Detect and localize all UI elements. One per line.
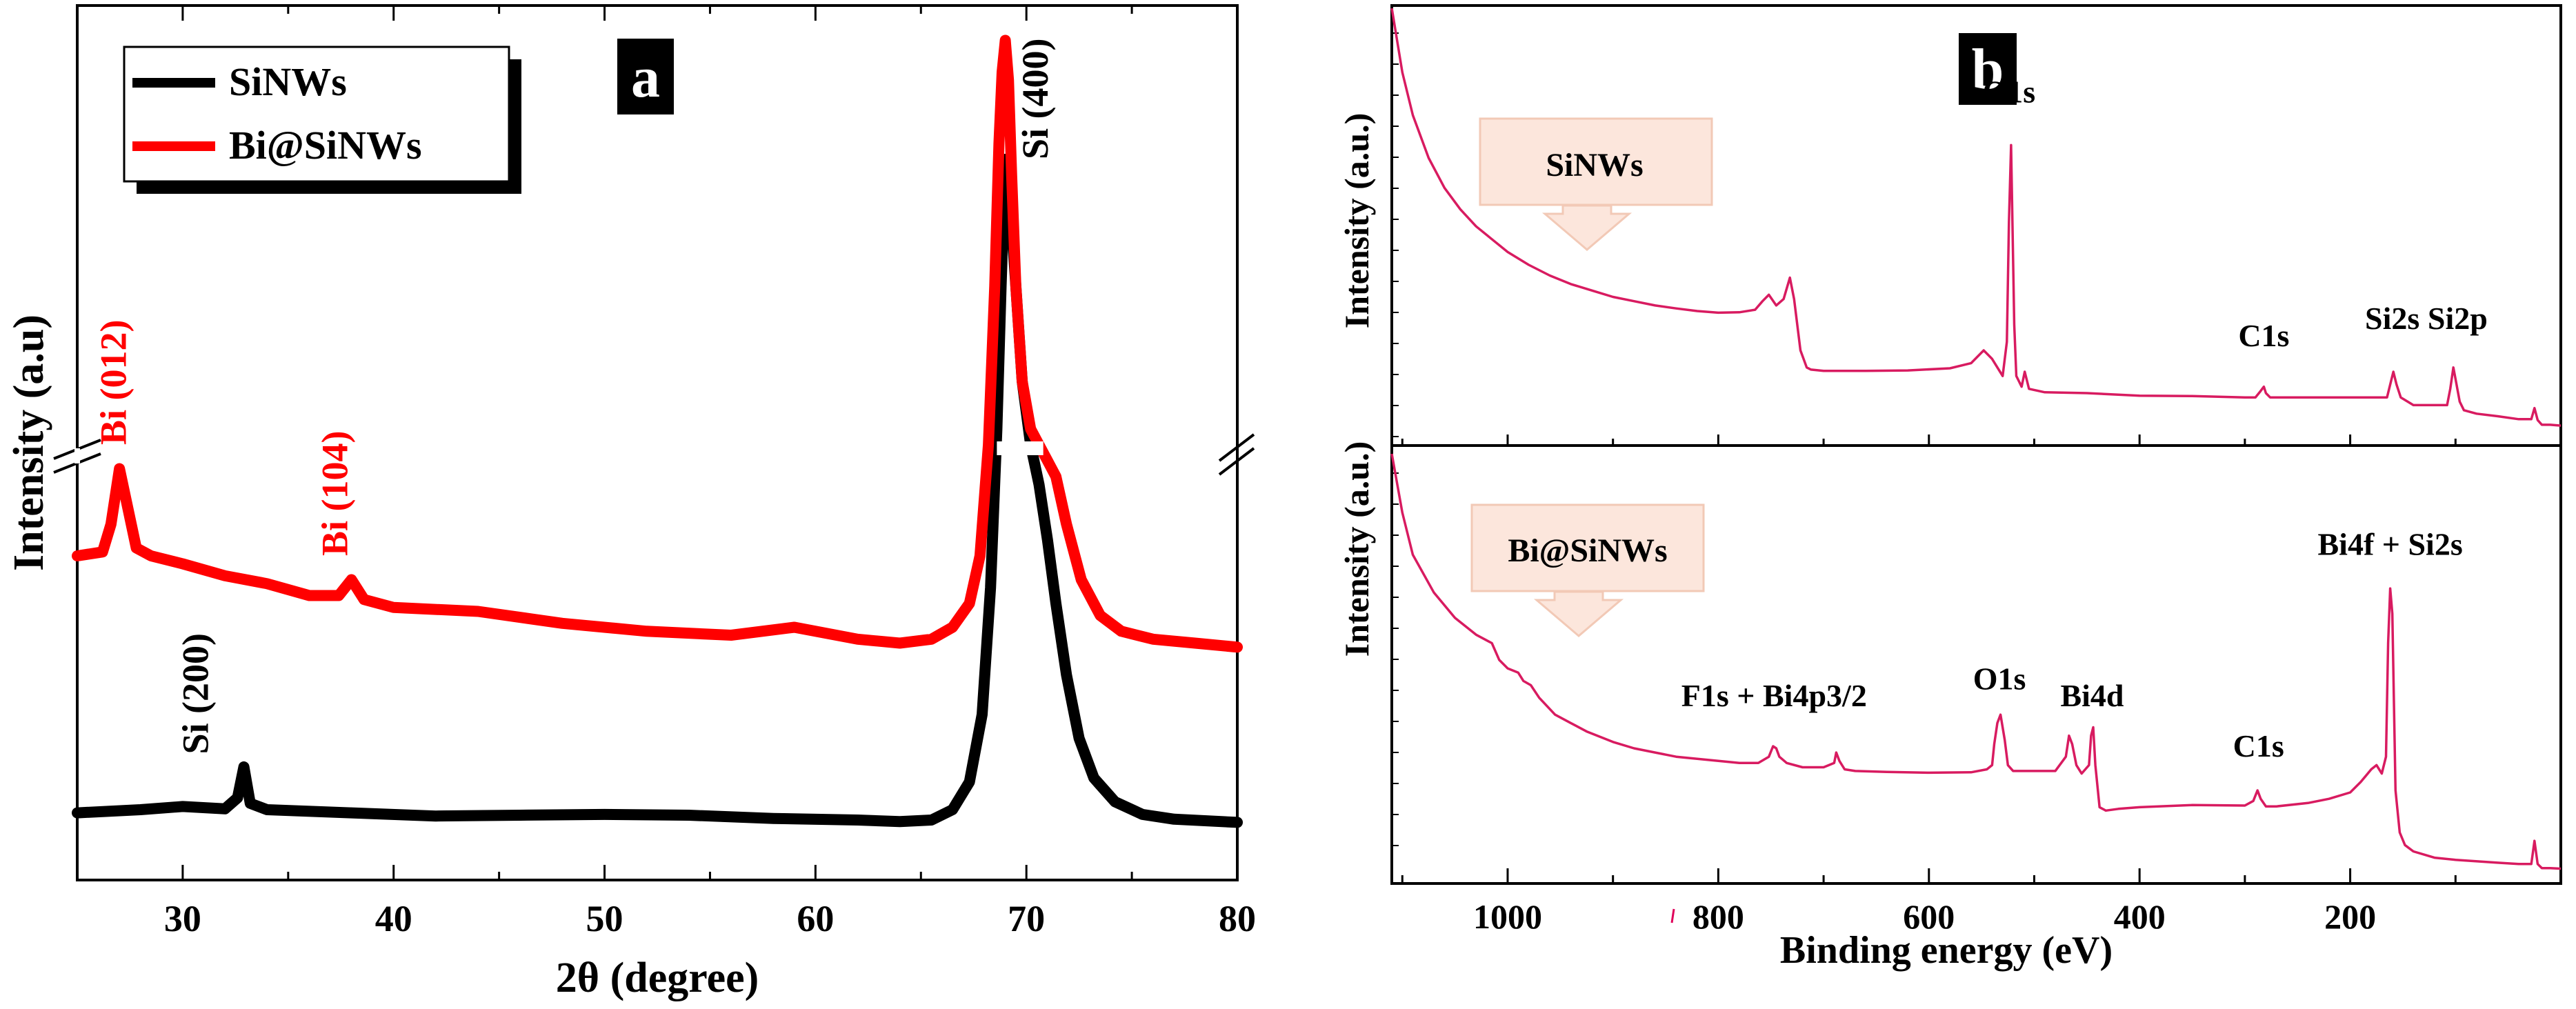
panel-b-bottom-y-label: Intensity (a.u.) [1337,441,1376,657]
xps-peak-label: Bi4d [2060,678,2124,713]
peak-annotation: Bi (012) [92,320,134,446]
xps-peak-label: F1s + Bi4p3/2 [1681,678,1867,713]
xps-peak-label: Si2s [2365,301,2419,336]
xps-peak-label: C1s [2238,318,2289,353]
legend-box [123,46,510,183]
legend-label-sinws: SiNWs [229,59,347,104]
series-line-bi-sinws [72,34,1243,653]
xps-spectrum-sinws [1390,8,2562,427]
legend-label-bi-sinws: Bi@SiNWs [229,123,422,168]
peak-annotation: Si (200) [175,633,217,755]
panel-a-x-tick-label: 60 [797,898,834,939]
peak-annotation: Si (400) [1015,39,1056,160]
panel-a-label-box [617,39,674,114]
xps-peak-label: C1s [2233,728,2284,763]
panel-a-frame [76,4,1239,881]
xps-peak-label: Bi4f + Si2s [2317,526,2462,561]
panel-b-label-box [1959,33,2017,105]
label-box-bi-sinws-arrow [1533,590,1624,637]
label-box-sinws-bg [1479,117,1713,206]
panel-a-legend: SiNWs Bi@SiNWs [123,46,521,194]
panel-b-x-tick-label: 200 [2324,897,2376,936]
panel-b-x-label: Binding energy (eV) [1780,929,2113,972]
panel-b-label: b [1972,37,2004,101]
panel-b-axis-break [1218,433,1255,476]
xps-peak-label: O1s [1973,661,2026,697]
xps-peak-label: Si2p [2428,301,2488,336]
label-box-bi-sinws-text: Bi@SiNWs [1508,532,1667,569]
panel-b-x-tick-label: 1000 [1473,897,1542,936]
series-line-sinws [72,154,1243,828]
panel-a-x-tick-label: 30 [164,898,201,939]
peak-annotation: Bi (104) [314,431,355,557]
panel-b-x-tick-label: 400 [2114,897,2166,936]
xps-spectrum-bi-sinws [1390,453,2562,870]
label-box-sinws-arrow [1541,204,1633,251]
peak-break-gap [997,441,1044,455]
panel-a-x-tick-label: 80 [1219,898,1256,939]
panel-b: 1000 800 600 400 200 SiNWs Bi@SiNWs b Bindin… [1218,4,2562,972]
panel-b-bottom-frame [1390,444,2562,885]
panel-a-x-tick-label: 70 [1008,898,1045,939]
panel-a-x-tick-label: 50 [586,898,623,939]
panel-b-top-y-label: Intensity (a.u.) [1337,113,1376,329]
panel-a-x-tick-label: 40 [375,898,412,939]
label-box-sinws-text: SiNWs [1546,147,1643,183]
panel-a-label: a [631,46,660,110]
panel-b-stray-mark [1670,908,1675,923]
panel-a: 30 40 50 60 70 80 SiNWs Bi@SiNWs a 2θ (degree… [6,4,1256,1001]
panel-a-x-label: 2θ (degree) [556,955,759,1001]
panel-b-top-label-box: SiNWs [1479,117,1713,251]
panel-a-y-label: Intensity (a.u) [6,314,52,571]
panel-b-bottom-label-box: Bi@SiNWs [1470,503,1705,637]
panel-b-x-tick-label: 800 [1693,897,1744,936]
xps-peak-label: O1s [1982,74,2035,109]
panel-b-x-tick-label: 600 [1903,897,1955,936]
